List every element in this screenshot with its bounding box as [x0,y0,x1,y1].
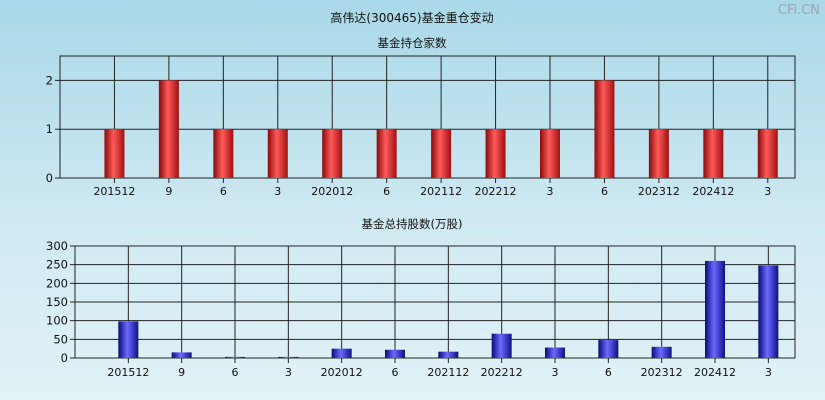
watermark: CFi.CN [778,3,820,18]
x-tick-label: 202312 [638,185,680,198]
y-tick-label: 1 [46,122,53,136]
shares-bar [758,265,779,358]
shares-bar [171,352,192,358]
chart-total-shares: 基金总持股数(万股) 0 50 100 150 200 250 300 201512 9 6 3 20… [46,217,796,379]
shares-bar [331,348,352,358]
x-tick-label: 9 [165,185,172,198]
x-tick-label: 6 [383,185,390,198]
shares-bar [705,260,725,358]
x-tick-label: 3 [274,185,281,198]
x-tick-label: 202312 [641,366,683,379]
count-bar [594,80,615,178]
count-bar [322,129,343,178]
y-tick-label: 0 [61,351,68,365]
count-bar [703,129,724,178]
count-bar [267,129,288,178]
count-bar [104,129,125,178]
x-tick-label: 6 [220,185,227,198]
shares-bar [438,351,459,358]
x-tick-label: 6 [601,185,608,198]
y-tick-label: 150 [46,295,68,309]
x-tick-label: 202412 [694,366,736,379]
x-tick-label: 6 [392,366,399,379]
count-bar [431,129,452,178]
y-tick-label: 200 [46,276,68,290]
y-tick-label: 50 [53,332,68,346]
count-bar [485,129,506,178]
x-tick-label: 6 [232,366,239,379]
count-bar [213,129,234,178]
shares-bar [118,321,139,358]
y-tick-label: 2 [46,73,53,87]
x-tick-label: 202112 [420,185,462,198]
chart-fund-count-title: 基金持仓家数 [378,36,447,50]
count-bar [158,80,179,178]
chart-fund-count: 基金持仓家数 0 1 2 201512 9 6 3 202012 6 202112 202212 3 6… [46,36,796,198]
count-bar [376,129,397,178]
x-tick-label: 9 [178,366,185,379]
count-bar [757,129,778,178]
shares-bar [385,349,405,358]
y-tick-label: 100 [46,314,68,328]
x-tick-label: 202012 [321,366,363,379]
x-tick-label: 3 [552,366,559,379]
x-tick-label: 201512 [107,366,149,379]
shares-bar [491,333,512,358]
y-tick-label: 300 [46,239,68,253]
chart-total-shares-title: 基金总持股数(万股) [362,217,463,231]
y-tick-label: 250 [46,258,68,272]
shares-bar [225,356,245,358]
page-title: 高伟达(300465)基金重仓变动 [330,10,493,25]
shares-bar [278,356,299,358]
x-tick-label: 202112 [427,366,469,379]
y-tick-label: 0 [46,171,53,185]
count-bar [540,129,560,178]
x-tick-label: 6 [605,366,612,379]
x-tick-label: 202012 [311,185,353,198]
x-tick-label: 201512 [93,185,135,198]
shares-bar [598,340,619,358]
x-tick-label: 3 [285,366,292,379]
x-tick-label: 202212 [481,366,523,379]
x-tick-label: 3 [765,366,772,379]
x-tick-label: 3 [547,185,554,198]
x-tick-label: 202412 [692,185,734,198]
shares-bar [651,346,672,358]
x-tick-label: 202212 [475,185,517,198]
shares-bar [545,347,565,358]
x-tick-label: 3 [764,185,771,198]
count-bar [648,129,669,178]
